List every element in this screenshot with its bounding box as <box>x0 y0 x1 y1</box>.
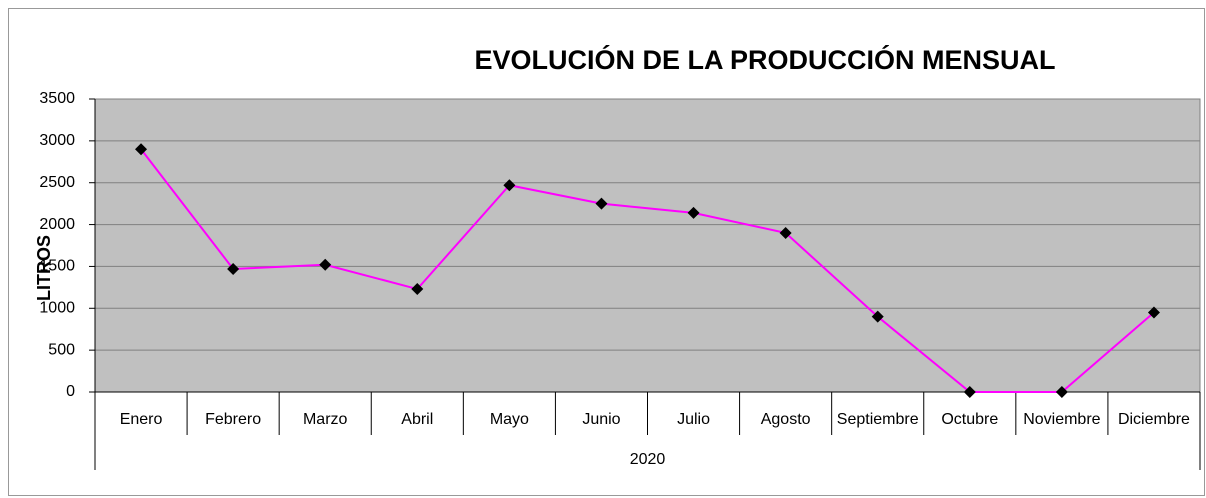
y-axis-label: LITROS <box>34 235 54 301</box>
y-tick-label: 2000 <box>39 216 75 233</box>
x-tick-label: Julio <box>677 411 710 428</box>
data-point <box>963 386 976 398</box>
y-tick-label: 2500 <box>39 174 75 191</box>
y-tick-label: 0 <box>66 383 75 400</box>
x-tick-label: Febrero <box>205 411 261 428</box>
data-point <box>1055 386 1068 398</box>
x-tick-label: Abril <box>401 411 433 428</box>
y-tick-label: 1000 <box>39 300 75 317</box>
x-tick-label: Noviembre <box>1023 411 1100 428</box>
x-group-label: 2020 <box>630 451 666 468</box>
x-tick-label: Diciembre <box>1118 411 1190 428</box>
x-tick-label: Mayo <box>490 411 529 428</box>
y-tick-label: 1500 <box>39 258 75 275</box>
x-tick-label: Octubre <box>941 411 998 428</box>
data-point <box>595 197 608 210</box>
plot-area <box>94 98 1201 393</box>
data-point <box>411 283 424 296</box>
y-tick-label: 500 <box>48 341 75 358</box>
series-line <box>140 148 1155 393</box>
chart-title: EVOLUCIÓN DE LA PRODUCCIÓN MENSUAL <box>474 44 1055 75</box>
data-point <box>135 143 148 156</box>
data-point <box>687 206 700 219</box>
y-tick-label: 3500 <box>39 90 75 107</box>
x-tick-label: Marzo <box>303 411 348 428</box>
data-point <box>319 258 332 271</box>
data-point <box>227 262 240 275</box>
data-point <box>1147 306 1160 319</box>
data-point <box>779 226 792 239</box>
y-tick-label: 3000 <box>39 132 75 149</box>
x-tick-label: Agosto <box>761 411 811 428</box>
x-tick-label: Junio <box>582 411 620 428</box>
data-point <box>503 179 516 192</box>
x-tick-label: Enero <box>120 411 163 428</box>
data-point <box>871 310 884 323</box>
x-tick-label: Septiembre <box>837 411 919 428</box>
